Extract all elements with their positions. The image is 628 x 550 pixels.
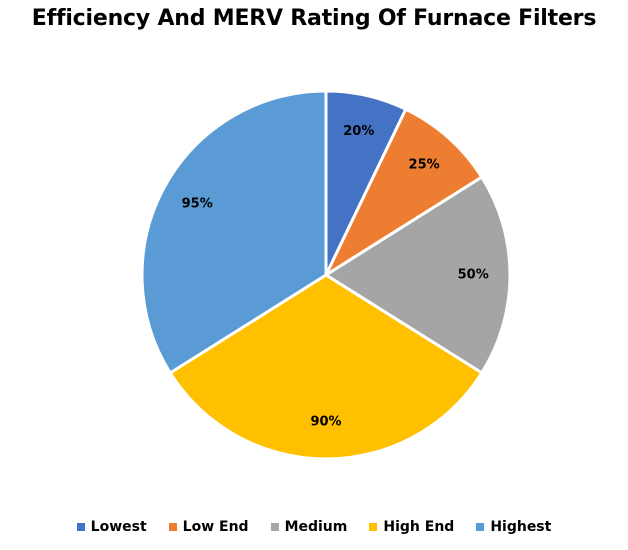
legend-label: Highest — [490, 519, 552, 535]
legend-label: High End — [383, 519, 455, 535]
data-label-high-end: 90% — [310, 415, 341, 430]
legend-swatch — [270, 523, 279, 531]
pie-slice-medium — [324, 175, 512, 375]
legend-swatch — [476, 523, 485, 531]
legend-label: Lowest — [90, 519, 147, 535]
pie-labels: 20% 25% 50% 90% 95% — [182, 124, 489, 430]
data-label-lowest: 20% — [343, 124, 374, 139]
data-label-low-end: 25% — [409, 158, 440, 173]
data-label-medium: 50% — [458, 268, 489, 283]
legend-item-low-end: Low End — [168, 519, 249, 535]
pie-slice-highest — [140, 89, 328, 375]
legend-item-highest: Highest — [476, 519, 551, 535]
legend-swatch — [168, 523, 177, 531]
legend-swatch — [369, 523, 378, 531]
legend-item-lowest: Lowest — [76, 519, 147, 535]
chart-legend: Lowest Low End Medium High End Highest — [0, 519, 628, 535]
legend-item-medium: Medium — [270, 519, 348, 535]
legend-swatch — [76, 523, 85, 531]
pie-slices — [140, 89, 512, 461]
legend-item-high-end: High End — [369, 519, 454, 535]
legend-label: Medium — [284, 519, 348, 535]
chart-title: Efficiency And MERV Rating Of Furnace Fi… — [31, 6, 597, 31]
pie-slice-low-end — [324, 107, 484, 277]
data-label-highest: 95% — [182, 196, 213, 211]
pie-slice-high-end — [168, 273, 484, 461]
legend-label: Low End — [182, 519, 249, 535]
